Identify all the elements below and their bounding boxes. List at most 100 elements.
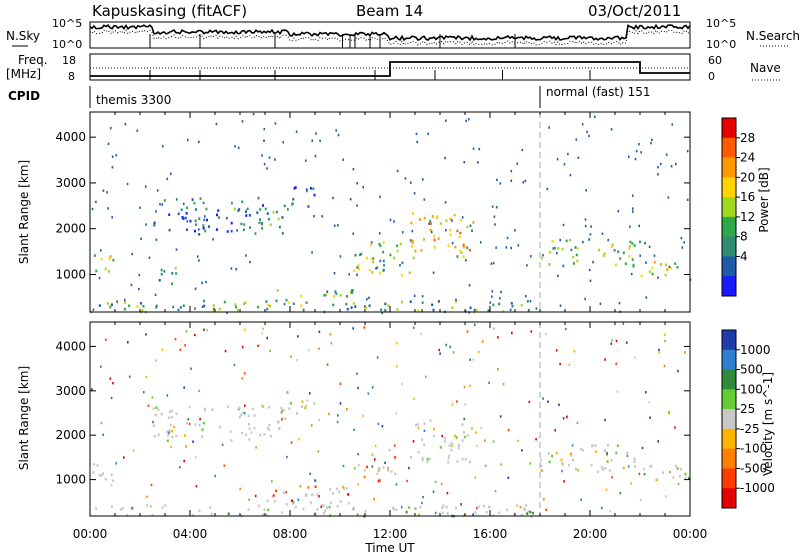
freq-unit-label: [MHz] xyxy=(6,67,41,81)
cpid-mode-1: themis 3300 xyxy=(96,93,171,107)
heatmap-cell xyxy=(309,472,311,475)
heatmap-cell xyxy=(206,328,208,332)
heatmap-cell xyxy=(602,468,604,471)
heatmap-cell xyxy=(201,435,204,438)
heatmap-cell xyxy=(535,307,538,310)
heatmap-cell xyxy=(143,391,145,394)
heatmap-cell xyxy=(521,449,523,452)
heatmap-cell xyxy=(540,464,543,468)
heatmap-cell xyxy=(384,461,386,465)
heatmap-cell xyxy=(499,182,502,185)
heatmap-cell xyxy=(100,257,103,261)
heatmap-cell xyxy=(282,408,285,412)
heatmap-cell xyxy=(314,154,317,158)
heatmap-cell xyxy=(659,263,662,266)
heatmap-cell xyxy=(240,222,243,226)
heatmap-cell xyxy=(451,306,454,309)
heatmap-cell xyxy=(547,452,550,455)
heatmap-cell xyxy=(112,258,115,262)
heatmap-cell xyxy=(619,257,622,260)
heatmap-cell xyxy=(649,416,651,419)
heatmap-cell xyxy=(622,322,625,325)
heatmap-cell xyxy=(112,382,114,385)
heatmap-cell xyxy=(204,215,206,218)
heatmap-cell xyxy=(494,223,496,226)
heatmap-cell xyxy=(315,132,317,135)
heatmap-cell xyxy=(365,306,368,310)
heatmap-cell xyxy=(387,469,390,472)
heatmap-cell xyxy=(383,268,385,272)
heatmap-cell xyxy=(511,304,514,308)
heatmap-cell xyxy=(412,256,415,260)
heatmap-cell xyxy=(167,433,170,437)
heatmap-cell xyxy=(183,459,185,463)
heatmap-cell xyxy=(451,241,454,245)
heatmap-cell xyxy=(506,508,509,512)
heatmap-cell xyxy=(540,458,542,461)
colorbar-segment xyxy=(722,488,736,509)
heatmap-cell xyxy=(629,240,632,244)
heatmap-cell xyxy=(456,229,459,233)
heatmap-cell xyxy=(628,255,631,258)
heatmap-cell xyxy=(606,460,609,463)
heatmap-cell xyxy=(330,501,333,505)
heatmap-cell xyxy=(473,323,476,326)
heatmap-cell xyxy=(477,505,480,508)
heatmap-cell xyxy=(302,308,305,312)
heatmap-cell xyxy=(335,292,338,296)
heatmap-cell xyxy=(429,222,432,225)
heatmap-cell xyxy=(542,397,544,400)
heatmap-cell xyxy=(298,438,300,441)
heatmap-cell xyxy=(591,444,594,448)
heatmap-cell xyxy=(600,465,603,469)
colorbar-segment xyxy=(722,448,736,469)
heatmap-cell xyxy=(358,267,361,271)
heatmap-cell xyxy=(449,217,452,221)
heatmap-cell xyxy=(304,406,307,410)
colorbar-segment xyxy=(722,409,736,430)
heatmap-cell xyxy=(439,352,441,355)
heatmap-cell xyxy=(535,438,537,441)
heatmap-cell xyxy=(388,448,391,452)
heatmap-cell xyxy=(412,440,415,443)
heatmap-cell xyxy=(345,302,348,306)
heatmap-cell xyxy=(249,226,251,229)
heatmap-cell xyxy=(172,305,174,309)
heatmap-cell xyxy=(415,423,418,427)
heatmap-cell xyxy=(281,410,284,413)
heatmap-cell xyxy=(110,396,113,400)
heatmap-cell xyxy=(321,215,323,218)
heatmap-cell xyxy=(91,388,93,391)
heatmap-cell xyxy=(316,493,319,496)
heatmap-cell xyxy=(166,177,169,181)
heatmap-cell xyxy=(443,440,446,443)
heatmap-cell xyxy=(269,434,272,438)
heatmap-cell xyxy=(468,460,471,464)
heatmap-cell xyxy=(414,507,417,510)
heatmap-cell xyxy=(241,120,244,123)
heatmap-cell xyxy=(638,472,641,476)
colorbar-tick-label: 1000 xyxy=(740,343,771,357)
heatmap-cell xyxy=(98,276,101,280)
heatmap-cell xyxy=(594,115,596,119)
heatmap-cell xyxy=(417,309,420,313)
station-title: Kapuskasing (fitACF) xyxy=(92,2,247,20)
heatmap-cell xyxy=(639,240,641,244)
heatmap-cell xyxy=(433,434,436,438)
heatmap-cell xyxy=(304,493,307,496)
heatmap-cell xyxy=(575,253,578,257)
heatmap-cell xyxy=(313,193,316,197)
heatmap-cell xyxy=(247,414,250,418)
heatmap-cell xyxy=(198,228,200,231)
heatmap-cell xyxy=(639,498,642,501)
heatmap-cell xyxy=(332,303,335,307)
heatmap-cell xyxy=(126,182,129,186)
heatmap-cell xyxy=(387,467,389,470)
heatmap-cell xyxy=(128,375,131,378)
heatmap-cell xyxy=(292,197,295,201)
noise-left-tick-top: 10^5 xyxy=(52,17,82,30)
heatmap-cell xyxy=(268,428,271,432)
heatmap-cell xyxy=(411,241,414,245)
power-colorbar-label: Power [dB] xyxy=(757,167,771,232)
heatmap-cell xyxy=(255,446,257,449)
